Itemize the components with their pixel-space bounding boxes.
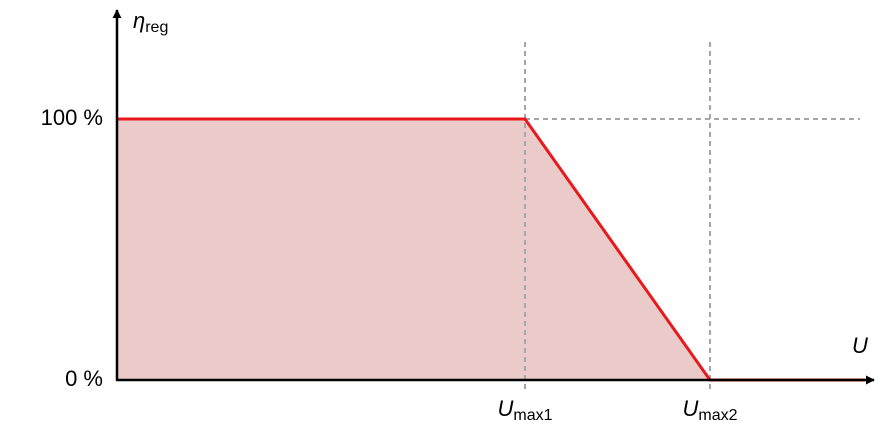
x-tick-label: Umax2 xyxy=(682,396,737,424)
y-tick-label: 0 % xyxy=(65,366,103,391)
area xyxy=(117,119,865,381)
y-axis-label: ηreg xyxy=(133,8,168,36)
grid-layer xyxy=(524,42,860,392)
y-label-subscript: reg xyxy=(145,19,168,36)
label-layer: 0 %100 %Umax1 Umax2 xyxy=(41,105,738,424)
y-label-symbol: η xyxy=(133,8,145,33)
x-tick-subscript: max2 xyxy=(698,407,737,424)
area-layer xyxy=(117,119,865,381)
x-tick-symbol: U xyxy=(682,396,698,421)
x-tick-symbol: U xyxy=(497,396,513,421)
x-axis-label: U xyxy=(852,333,868,358)
x-tick-subscript: max1 xyxy=(513,407,552,424)
x-tick-label: Umax1 xyxy=(497,396,552,424)
y-tick-label: 100 % xyxy=(41,105,103,130)
